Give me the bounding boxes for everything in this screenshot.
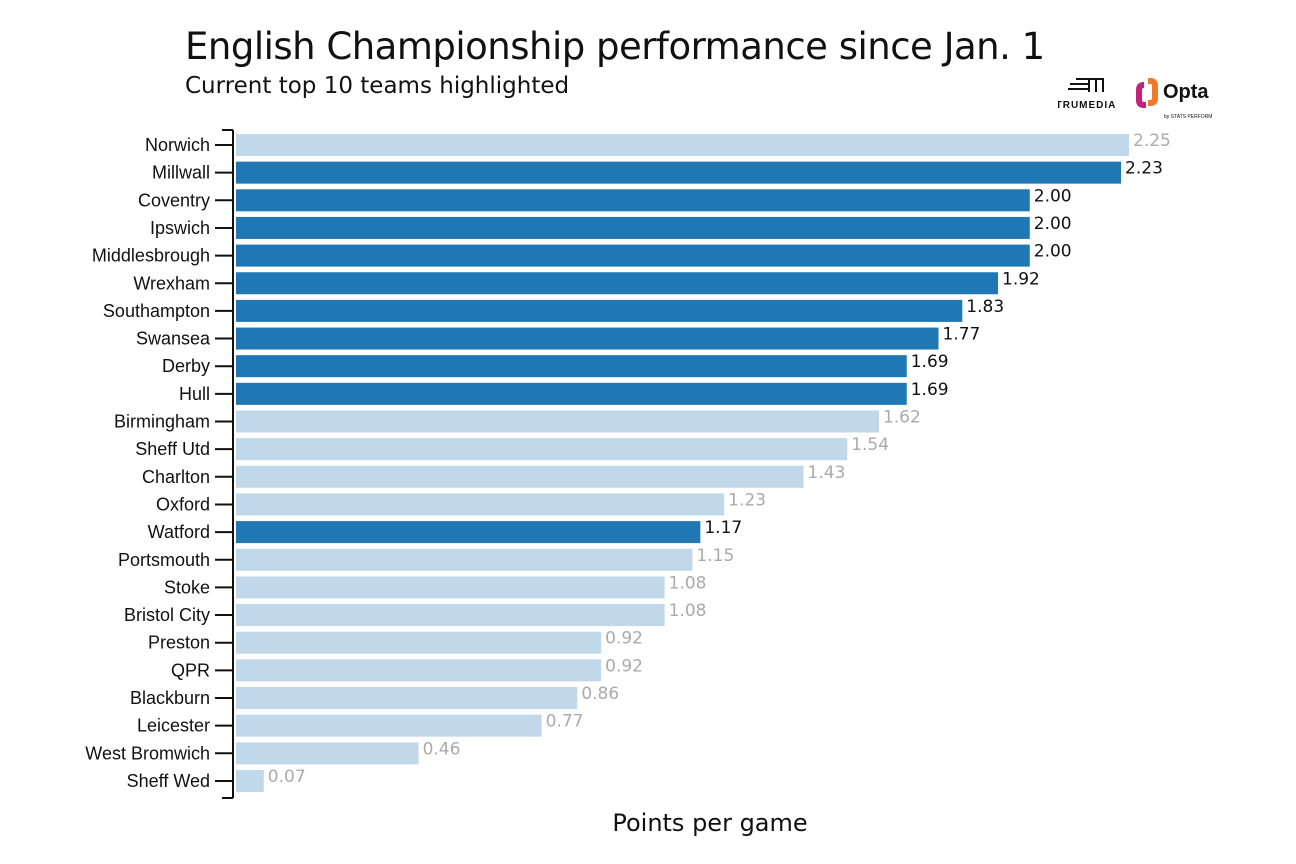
y-tick-label: Sheff Utd — [135, 439, 210, 459]
bar — [236, 493, 725, 516]
data-label: 0.77 — [546, 712, 584, 732]
data-label: 0.86 — [581, 684, 619, 704]
data-label: 2.00 — [1034, 186, 1072, 206]
data-label: 1.43 — [808, 463, 846, 483]
data-label: 0.07 — [268, 767, 306, 787]
y-tick-label: Oxford — [156, 494, 210, 514]
y-tick-label: Middlesbrough — [92, 246, 210, 266]
bar — [236, 465, 804, 488]
bar — [236, 382, 907, 405]
y-tick-label: Leicester — [137, 716, 210, 736]
data-label: 2.23 — [1125, 159, 1163, 179]
data-label: 1.23 — [728, 490, 766, 510]
bar — [236, 272, 999, 295]
bar — [236, 438, 848, 461]
bar — [236, 244, 1030, 267]
y-tick-label: Wrexham — [133, 273, 210, 293]
data-label: 1.69 — [911, 352, 949, 372]
y-tick-label: Bristol City — [124, 605, 210, 625]
y-tick-label: Derby — [162, 356, 210, 376]
x-axis-label: Points per game — [612, 809, 808, 837]
data-label: 1.54 — [851, 435, 889, 455]
opta-logo-icon — [1136, 78, 1158, 108]
y-tick-label: Watford — [148, 522, 210, 542]
y-tick-label: Ipswich — [150, 218, 210, 238]
data-label: 2.25 — [1133, 131, 1171, 151]
bar — [236, 521, 701, 544]
data-label: 0.92 — [605, 629, 643, 649]
y-tick-label: Swansea — [136, 329, 211, 349]
bar — [236, 410, 879, 433]
y-tick-label: Norwich — [145, 135, 210, 155]
data-label: 0.92 — [605, 656, 643, 676]
chart-title: English Championship performance since J… — [185, 25, 1045, 68]
data-label: 1.15 — [696, 546, 734, 566]
bar — [236, 134, 1129, 156]
y-tick-label: Birmingham — [114, 412, 210, 432]
y-tick-label: Southampton — [103, 301, 210, 321]
bar — [236, 769, 264, 792]
bar — [236, 161, 1122, 184]
bar — [236, 659, 602, 682]
opta-logo-text: Opta — [1163, 81, 1209, 103]
trumedia-logo-text: TRUMEDIA — [1058, 100, 1116, 111]
data-label: 1.62 — [883, 408, 921, 428]
data-label: 1.17 — [704, 518, 742, 538]
logos: TRUMEDIA Opta by STATS PERFORM — [1056, 76, 1238, 122]
data-label: 0.46 — [423, 739, 461, 759]
y-tick-label: West Bromwich — [85, 743, 210, 763]
bar — [236, 189, 1030, 212]
bar — [236, 299, 963, 322]
y-tick-label: Sheff Wed — [127, 771, 210, 791]
bar — [236, 327, 939, 350]
y-tick-label: Blackburn — [130, 688, 210, 708]
data-label: 2.00 — [1034, 214, 1072, 234]
chart-subtitle: Current top 10 teams highlighted — [185, 73, 570, 99]
data-label: 1.92 — [1002, 269, 1040, 289]
data-label: 1.08 — [669, 601, 707, 621]
y-tick-label: Preston — [148, 633, 210, 653]
trumedia-logo-icon: TRUMEDIA Opta by STATS PERFORM — [1056, 78, 1212, 120]
y-tick-label: QPR — [171, 660, 210, 680]
y-tick-label: Millwall — [152, 163, 210, 183]
bar — [236, 687, 578, 709]
bar — [236, 714, 542, 737]
y-tick-label: Hull — [179, 384, 210, 404]
data-label: 1.77 — [942, 325, 980, 345]
bar — [236, 216, 1030, 239]
data-label: 1.83 — [966, 297, 1004, 317]
bar — [236, 604, 665, 627]
y-tick-label: Charlton — [142, 467, 210, 487]
y-tick-label: Coventry — [138, 190, 210, 210]
bar — [236, 355, 907, 378]
data-label: 2.00 — [1034, 242, 1072, 262]
bar — [236, 576, 665, 599]
data-label: 1.08 — [669, 573, 707, 593]
bar — [236, 742, 419, 765]
opta-logo-subtext: by STATS PERFORM — [1164, 114, 1212, 120]
bar — [236, 631, 602, 654]
y-tick-label: Portsmouth — [118, 550, 210, 570]
y-tick-label: Stoke — [164, 577, 210, 597]
bar — [236, 548, 693, 571]
data-label: 1.69 — [911, 380, 949, 400]
